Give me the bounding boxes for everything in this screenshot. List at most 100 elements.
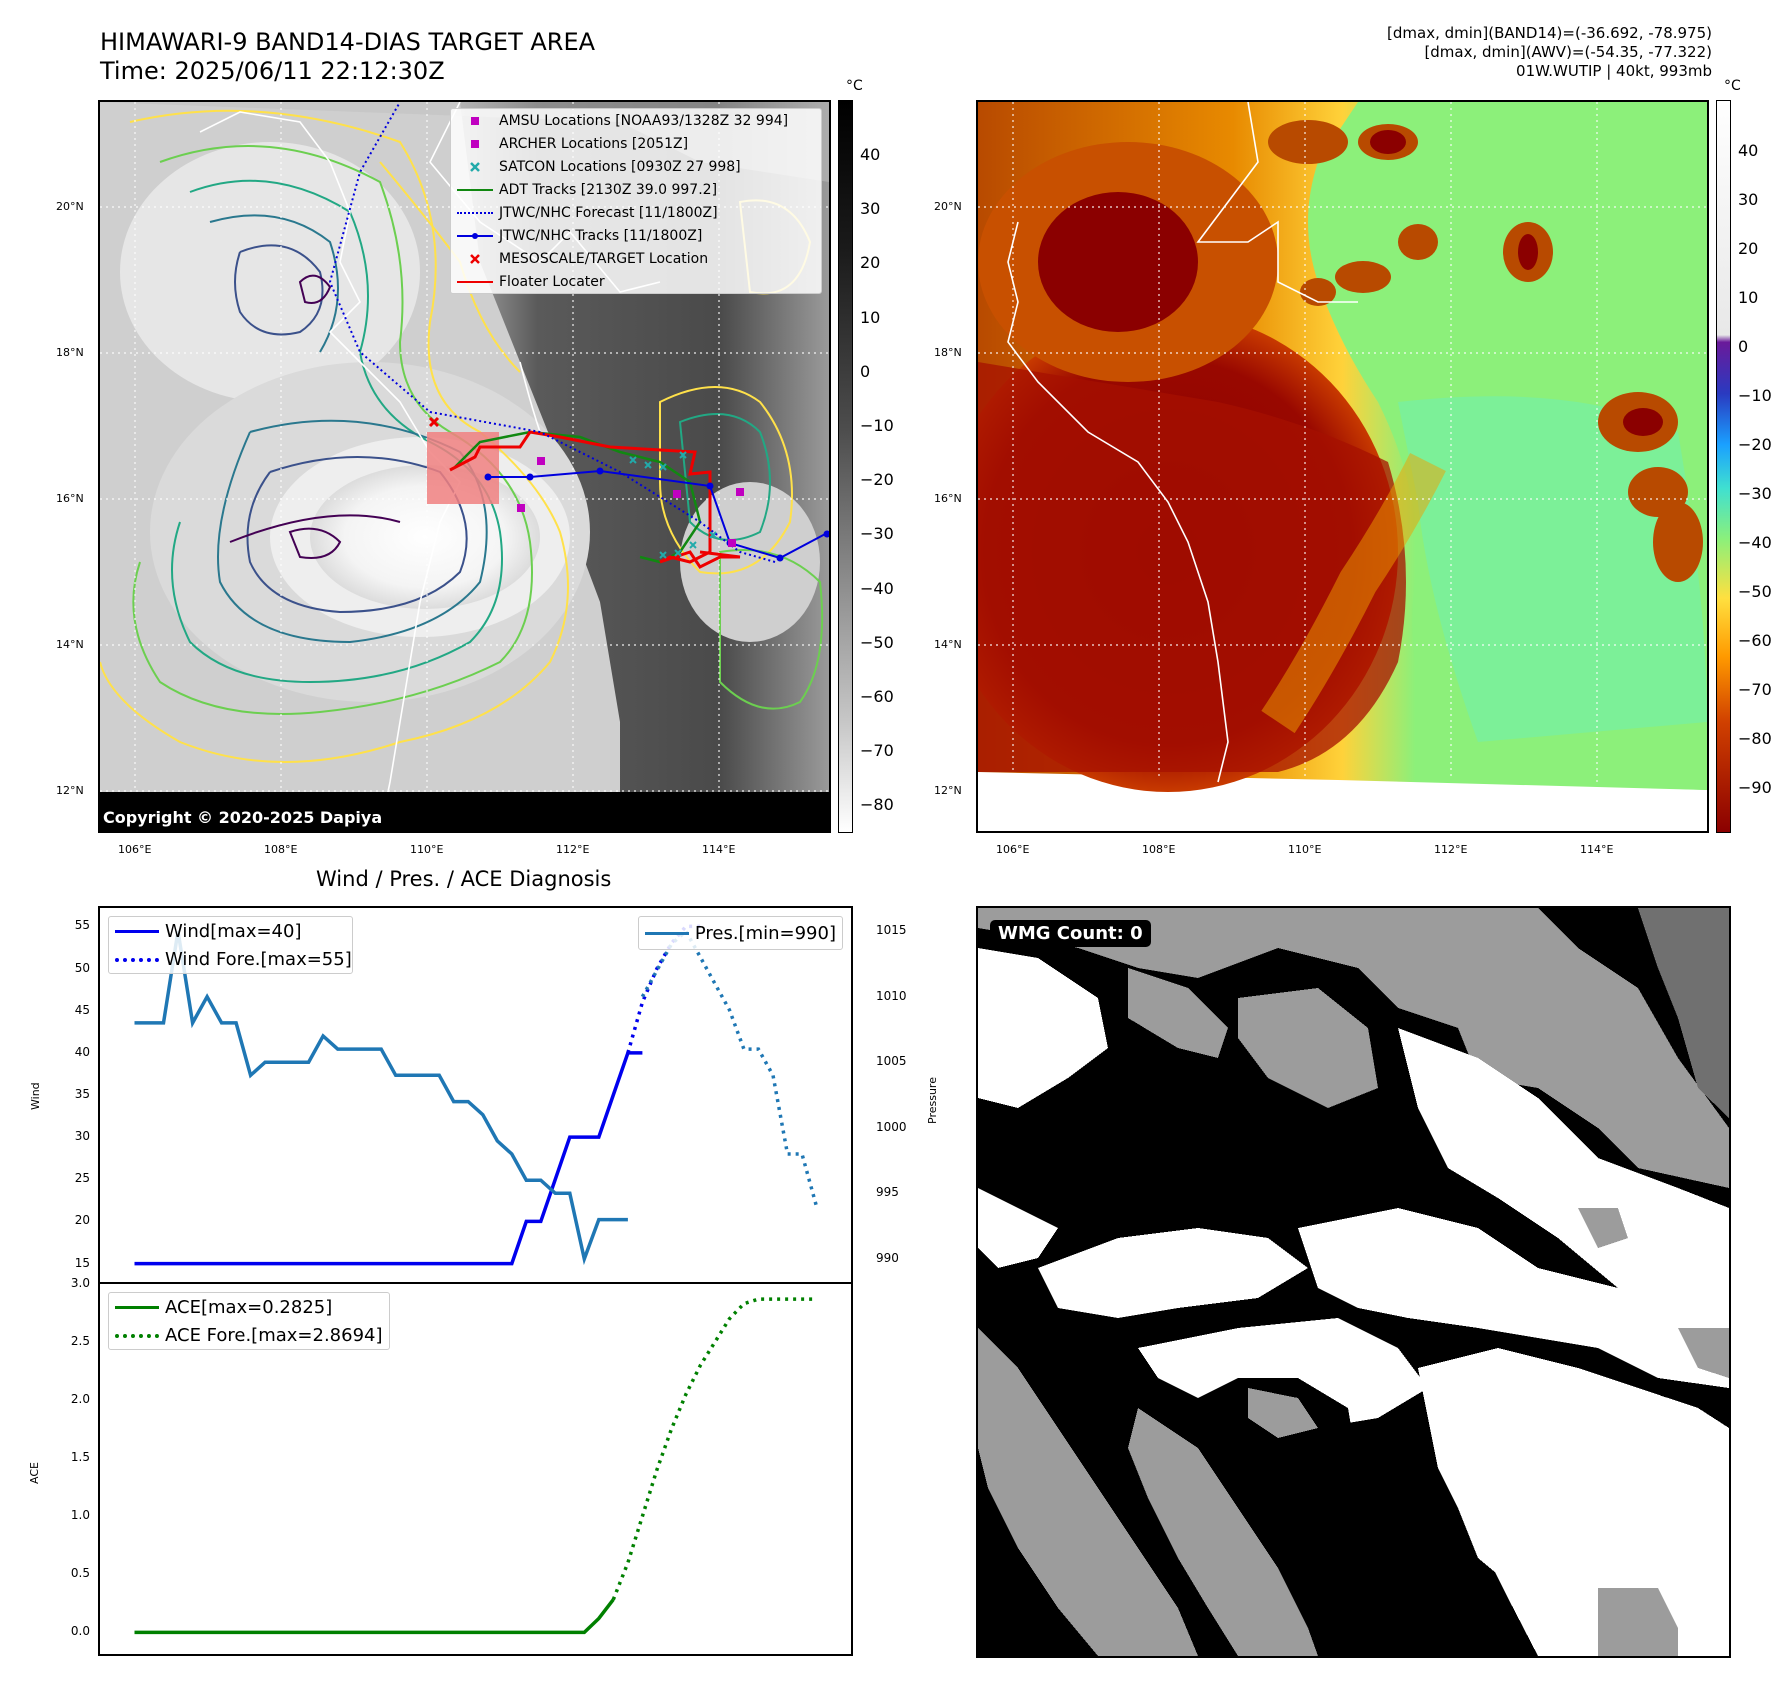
map-legend-item: SATCON Locations [0930Z 27 998] xyxy=(451,155,821,178)
lon-tick: 108°E xyxy=(1142,843,1176,856)
y-tick: 20 xyxy=(74,1213,90,1228)
awv-map-panel xyxy=(976,100,1709,833)
y-tick: 0.0 xyxy=(70,1624,90,1639)
map-legend-label: Floater Locater xyxy=(499,273,605,290)
colorbar-tick: −30 xyxy=(1738,484,1772,503)
colorbar-tick: −40 xyxy=(1738,533,1772,552)
lon-tick: 114°E xyxy=(702,843,736,856)
lon-tick: 114°E xyxy=(1580,843,1614,856)
map-legend-label: JTWC/NHC Tracks [11/1800Z] xyxy=(499,227,703,244)
colorbar-tick: −10 xyxy=(860,416,894,435)
map-legend-label: SATCON Locations [0930Z 27 998] xyxy=(499,158,741,175)
lon-tick: 110°E xyxy=(1288,843,1322,856)
lon-tick: 108°E xyxy=(264,843,298,856)
colorbar-tick: −80 xyxy=(860,795,894,815)
lon-tick: 106°E xyxy=(118,843,152,856)
map-legend-item: ADT Tracks [2130Z 39.0 997.2] xyxy=(451,178,821,201)
legend-pressure: Pres.[min=990] xyxy=(639,917,842,949)
colorbar-tick: −40 xyxy=(860,578,894,598)
lat-tick: 20°N xyxy=(56,200,84,213)
lat-tick: 20°N xyxy=(934,200,962,213)
dmax-dmin-awv: [dmax, dmin](AWV)=(-54.35, -77.322) xyxy=(1424,43,1712,61)
map-legend-swatch xyxy=(457,252,493,266)
y-tick: 30 xyxy=(74,1129,90,1144)
copyright-notice: Copyright © 2020-2025 Dapiya xyxy=(103,808,383,827)
legend-pressure-swatch xyxy=(644,926,689,940)
map-legend-swatch xyxy=(457,183,493,197)
map-legend: AMSU Locations [NOAA93/1328Z 32 994] ARCH… xyxy=(450,108,822,294)
map-legend-swatch xyxy=(457,160,493,174)
y-tick: 1010 xyxy=(876,988,907,1003)
diagnosis-title: Wind / Pres. / ACE Diagnosis xyxy=(316,867,612,891)
lat-tick: 12°N xyxy=(56,784,84,797)
wmg-count-badge: WMG Count: 0 xyxy=(990,920,1151,947)
map-legend-swatch xyxy=(457,137,493,151)
y-tick: 25 xyxy=(74,1171,90,1186)
colorbar-tick: −60 xyxy=(1738,631,1772,650)
y-tick: 1000 xyxy=(876,1119,907,1134)
y-tick: 990 xyxy=(876,1250,899,1265)
figure-time: Time: 2025/06/11 22:12:30Z xyxy=(100,57,445,85)
colorbar-tick: 20 xyxy=(1738,239,1759,258)
colorbar-tick: −50 xyxy=(1738,582,1772,601)
pressure-axis-label: Pressure xyxy=(926,1077,939,1124)
y-tick: 1.0 xyxy=(70,1508,90,1523)
ace-axis-label: ACE xyxy=(28,1462,41,1484)
left-colorbar-unit: °C xyxy=(846,78,863,94)
y-tick: 1.5 xyxy=(70,1450,90,1465)
map-legend-item: MESOSCALE/TARGET Location xyxy=(451,247,821,270)
lat-tick: 18°N xyxy=(934,346,962,359)
storm-info: 01W.WUTIP | 40kt, 993mb xyxy=(1516,62,1712,80)
legend-wind-fore-swatch xyxy=(115,952,159,966)
colorbar-tick: −70 xyxy=(860,741,894,761)
map-legend-item: JTWC/NHC Forecast [11/1800Z] xyxy=(451,201,821,224)
colorbar-tick: 40 xyxy=(1738,141,1759,160)
colorbar-tick: −90 xyxy=(1738,778,1772,797)
series-3-line xyxy=(640,928,819,1207)
wind-axis-label: Wind xyxy=(29,1082,42,1110)
series-2-line xyxy=(134,930,628,1266)
y-tick: 2.0 xyxy=(70,1392,90,1407)
wind-pressure-plot xyxy=(134,924,819,1266)
wmg-image xyxy=(978,908,1729,1656)
legend-ace: ACE[max=0.2825] xyxy=(109,1293,389,1321)
colorbar-tick: −80 xyxy=(1738,729,1772,748)
colorbar-tick: −50 xyxy=(860,632,894,652)
colorbar-tick: 0 xyxy=(860,361,871,381)
legend-ace-fore-swatch xyxy=(115,1328,159,1342)
map-legend-label: JTWC/NHC Forecast [11/1800Z] xyxy=(499,204,718,221)
y-tick: 995 xyxy=(876,1185,899,1200)
ace-series-1-line xyxy=(611,1297,817,1601)
legend-wind-fore: Wind Fore.[max=55] xyxy=(109,945,352,973)
lat-tick: 14°N xyxy=(934,638,962,651)
lon-tick: 110°E xyxy=(410,843,444,856)
lat-tick: 14°N xyxy=(56,638,84,651)
lat-tick: 16°N xyxy=(934,492,962,505)
right-colorbar-unit: °C xyxy=(1724,78,1741,94)
legend-wind-label: Wind[max=40] xyxy=(165,920,302,942)
colorbar-tick: −10 xyxy=(1738,386,1772,405)
map-legend-item: JTWC/NHC Tracks [11/1800Z] xyxy=(451,224,821,247)
ace-series-0-line xyxy=(134,1598,615,1635)
wind-pressure-panel: Wind[max=40] Wind Fore.[max=55] Pres.[mi… xyxy=(98,906,853,1284)
y-tick: 45 xyxy=(74,1002,90,1017)
legend-ace-label: ACE[max=0.2825] xyxy=(165,1296,333,1318)
colorbar-tick: −20 xyxy=(1738,435,1772,454)
y-tick: 3.0 xyxy=(70,1276,90,1290)
map-legend-label: AMSU Locations [NOAA93/1328Z 32 994] xyxy=(499,112,789,129)
y-tick: 0.5 xyxy=(70,1566,90,1581)
dmax-dmin-band14: [dmax, dmin](BAND14)=(-36.692, -78.975) xyxy=(1387,24,1712,42)
legend-ace-fore-label: ACE Fore.[max=2.8694] xyxy=(165,1324,383,1346)
lon-tick: 112°E xyxy=(556,843,590,856)
y-tick: 1005 xyxy=(876,1054,907,1069)
colorbar-tick: 20 xyxy=(860,253,881,273)
map-legend-swatch xyxy=(457,114,493,128)
map-legend-label: ARCHER Locations [2051Z] xyxy=(499,135,689,152)
right-colorbar xyxy=(1716,100,1731,833)
map-legend-label: MESOSCALE/TARGET Location xyxy=(499,250,709,267)
legend-wind-swatch xyxy=(115,924,159,938)
lat-tick: 16°N xyxy=(56,492,84,505)
y-tick: 15 xyxy=(74,1255,90,1270)
lon-tick: 106°E xyxy=(996,843,1030,856)
ir-map-panel: Copyright © 2020-2025 Dapiya AMSU Locati… xyxy=(98,100,831,833)
